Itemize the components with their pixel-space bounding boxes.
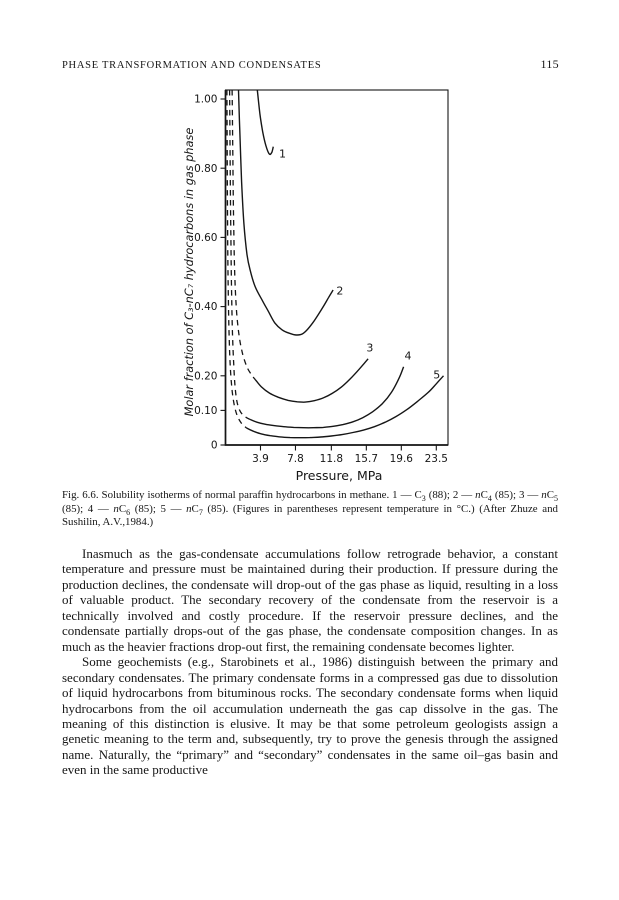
y-tick-label: 0.80 <box>194 163 217 175</box>
curve-2-solid <box>237 89 334 336</box>
curve-label-5: 5 <box>433 369 440 382</box>
y-axis-title: Molar fraction of C₃-nC₇ hydrocarbons in… <box>183 128 196 417</box>
page-number: 115 <box>540 57 559 71</box>
x-tick-label: 23.5 <box>425 453 448 465</box>
paragraph: Inasmuch as the gas-condensate accumulat… <box>62 546 558 654</box>
running-head: PHASE TRANSFORMATION AND CONDENSATES 115 <box>62 57 559 72</box>
body-text: Inasmuch as the gas-condensate accumulat… <box>62 546 558 778</box>
x-tick-label: 15.7 <box>355 453 378 465</box>
curve-3-solid <box>254 358 369 403</box>
caption-segment: n <box>475 489 481 501</box>
y-tick-label: 0.10 <box>194 405 217 417</box>
y-tick-label: 1.00 <box>194 94 217 106</box>
caption-segment: n <box>541 489 547 501</box>
curve-label-3: 3 <box>366 342 373 355</box>
y-tick-label: 0.60 <box>194 232 217 244</box>
curve-label-1: 1 <box>279 147 286 160</box>
caption-segment: 5 <box>553 494 558 504</box>
curve-label-4: 4 <box>405 349 412 362</box>
curve-1-solid <box>256 89 274 156</box>
curve-label-2: 2 <box>336 285 343 298</box>
caption-segment: n <box>113 502 119 515</box>
y-tick-label: 0.20 <box>194 370 217 382</box>
running-head-title: PHASE TRANSFORMATION AND CONDENSATES <box>62 60 322 71</box>
x-tick-label: 7.8 <box>287 453 304 465</box>
caption-segment: n <box>186 502 192 515</box>
y-tick-label: 0.40 <box>194 301 217 313</box>
figure-caption: Fig. 6.6. Solubility isotherms of normal… <box>62 489 558 530</box>
x-tick-label: 19.6 <box>390 453 414 465</box>
paragraph: Some geochemists (e.g., Starobinets et a… <box>62 654 558 778</box>
curve-3-dashed <box>231 89 256 380</box>
caption-segment: (88); 2 — <box>425 489 476 501</box>
x-axis-title: Pressure, MPa <box>296 468 383 483</box>
caption-segment: (85); 5 — <box>130 502 187 515</box>
x-tick-label: 3.9 <box>252 453 269 465</box>
y-tick-label: 0 <box>211 440 218 452</box>
caption-segment: (85). (Figures in parentheses represent … <box>62 502 558 529</box>
caption-segment: 7 <box>198 507 203 517</box>
caption-segment: 6 <box>126 507 131 517</box>
axes <box>224 90 448 446</box>
caption-segment: C <box>546 489 554 501</box>
caption-segment: C <box>480 489 488 501</box>
caption-segment: C <box>191 502 199 515</box>
figure-6-6-chart: 3.9 7.8 11.8 15.7 19.6 23.5 0 0.10 0.20 0.40 0.60 0… <box>183 89 449 483</box>
x-tick-label: 11.8 <box>320 453 343 465</box>
caption-segment: Fig. 6.6. Solubility isotherms of normal… <box>62 489 422 501</box>
curve-4-dashed <box>228 89 251 420</box>
caption-segment: C <box>118 502 127 515</box>
caption-segment: 3 <box>421 494 426 504</box>
curve-4-solid <box>249 366 405 429</box>
plot-border <box>224 89 449 446</box>
caption-segment: 4 <box>487 494 492 504</box>
curve-5-solid <box>246 375 445 439</box>
caption-segment: (85); 3 — <box>491 489 542 501</box>
caption-segment: (85); 4 — <box>62 502 114 515</box>
